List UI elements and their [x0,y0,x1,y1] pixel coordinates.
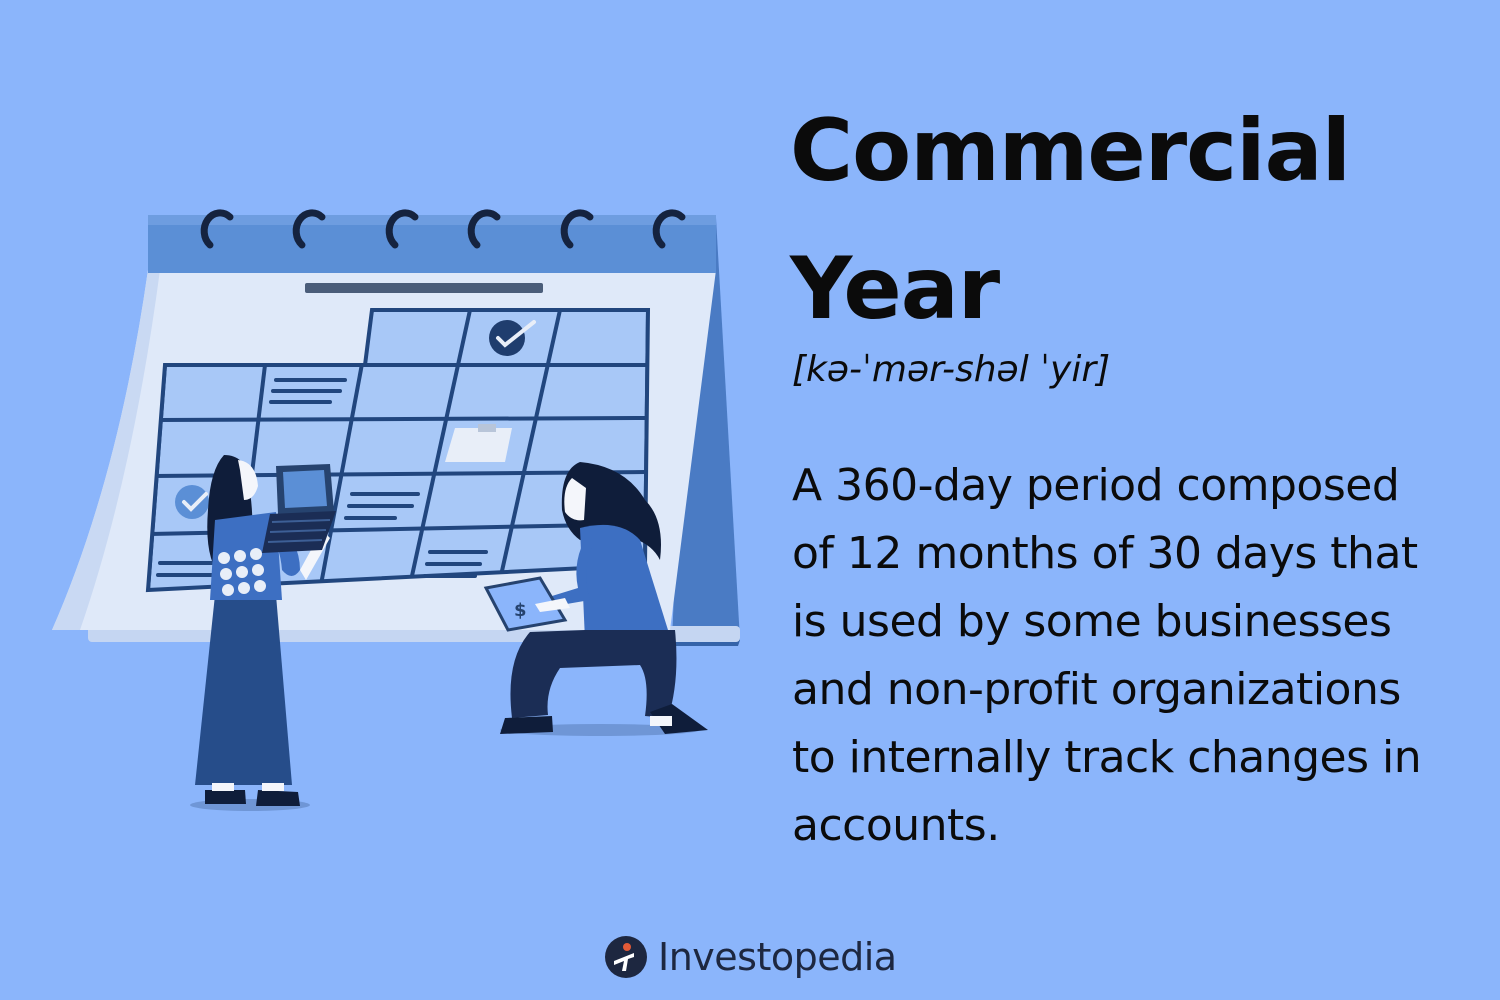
brand-logo: Investopedia [604,933,897,981]
pronunciation: [kə-ˈmər-shəl ˈyir] [792,349,1111,390]
spiral-rings [200,209,686,249]
page-title: Commercial Year [790,101,1351,339]
person-standing [190,455,330,811]
calendar-illustration: $ [52,209,740,811]
definition-text: A 360-day period composed of 12 months o… [792,460,1422,851]
brand-name: Investopedia [658,935,897,979]
laptop-icon [262,464,336,553]
check-icon [175,485,209,519]
person-kneeling: $ [483,462,708,736]
check-icon [489,320,525,356]
svg-text:$: $ [514,600,527,621]
investopedia-logo-icon [605,936,647,978]
